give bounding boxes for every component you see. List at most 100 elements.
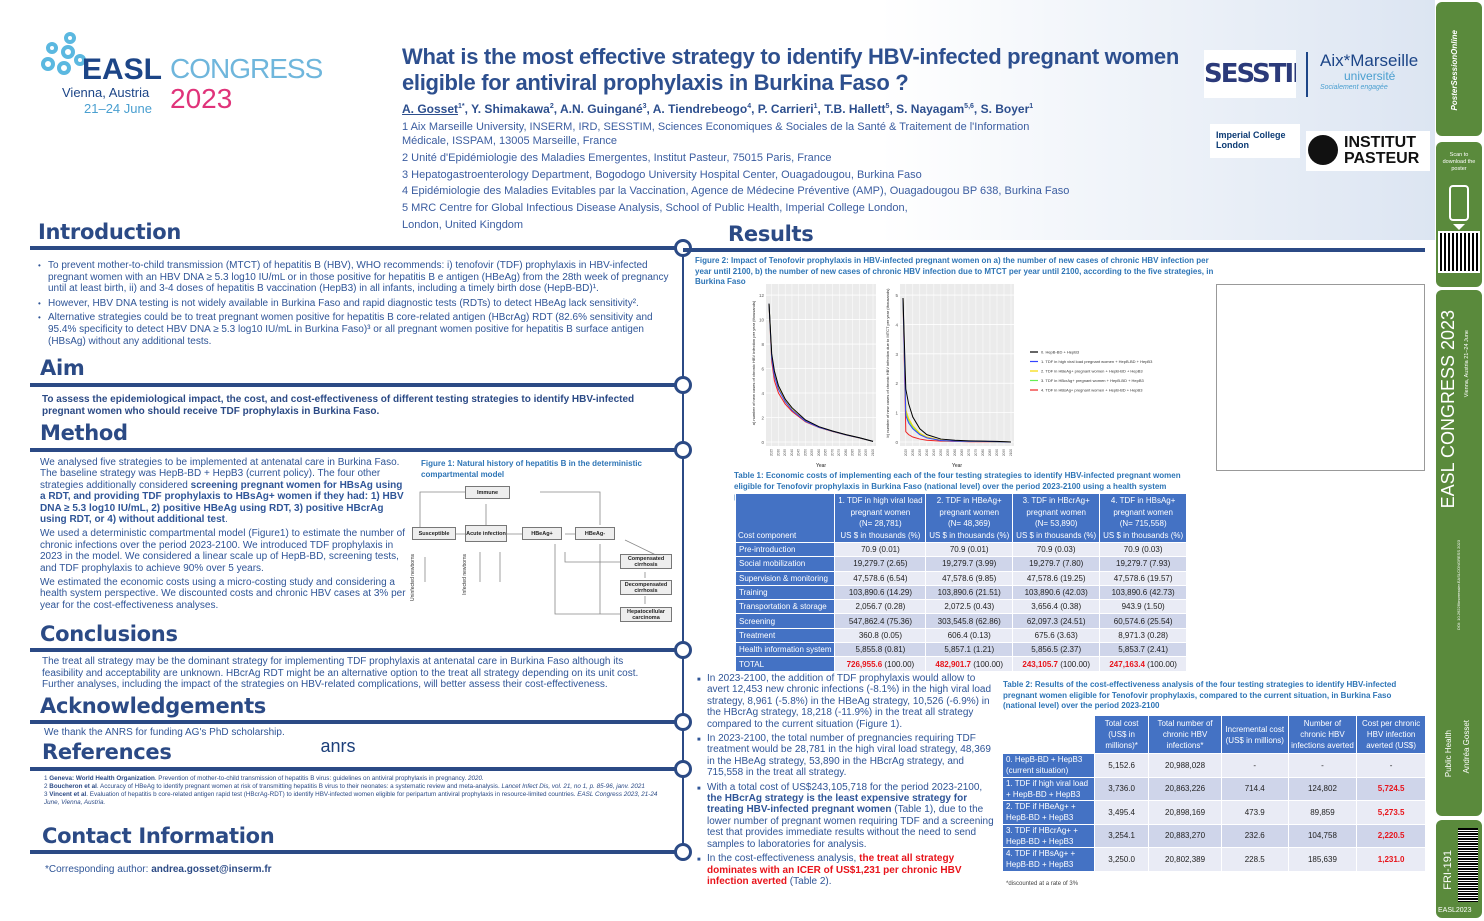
table-cell: 103,890.6 (42.03) bbox=[1012, 584, 1101, 601]
column-header: Cost component bbox=[734, 493, 836, 543]
method-p1-end: . bbox=[225, 514, 228, 526]
x-tick-label: 2085 bbox=[988, 449, 992, 456]
table-cell: 5,855.8 (0.81) bbox=[834, 642, 927, 658]
table-cell: 104,758 bbox=[1287, 823, 1358, 848]
row-label: 3. TDF if HBcrAg+ + HepB-BD + HepB3 bbox=[1002, 823, 1095, 848]
table-cell: 103,890.6 (14.29) bbox=[834, 584, 927, 601]
x-tick-label: 2065 bbox=[960, 449, 964, 456]
timeline-node bbox=[674, 843, 692, 861]
table-row: Social mobilization 19,279.7 (2.65) 19,279… bbox=[734, 556, 1187, 572]
easl-congress-logo: EASL CONGRESS 2023 Vienna, Austria 21–24… bbox=[40, 30, 340, 120]
method-heading: Method bbox=[40, 421, 128, 445]
x-tick-label: 2065 bbox=[824, 449, 828, 456]
table-cell: 5,853.7 (2.41) bbox=[1099, 642, 1187, 658]
contact-email-link[interactable]: andrea.gosset@inserm.fr bbox=[151, 864, 272, 875]
table-cell: 5,856.5 (2.37) bbox=[1012, 642, 1101, 658]
results-heading: Results bbox=[728, 222, 814, 246]
author-affiliation-number: 1 bbox=[1029, 103, 1034, 110]
plot-background bbox=[766, 284, 876, 446]
arrow-down-icon bbox=[1453, 224, 1465, 230]
acknowledgements-text: We thank the ANRS for funding AG's PhD s… bbox=[44, 727, 285, 738]
figure1-compartmental-model: Immune Susceptible Acute infection HBeAg… bbox=[410, 482, 685, 627]
legend-label: 4. TDF in HBsAg+ pregnant women + HepB-B… bbox=[1041, 388, 1143, 393]
table-cell: 2,072.5 (0.43) bbox=[925, 599, 1014, 615]
y-tick-label: 12 bbox=[759, 293, 765, 298]
amu-tagline: Socialement engagée bbox=[1320, 84, 1388, 91]
table-cell: 20,802,389 bbox=[1148, 847, 1222, 872]
label-uninfected-newborns: Uninfected newborns bbox=[410, 554, 416, 601]
introduction-heading: Introduction bbox=[38, 220, 182, 244]
table-cell: 3,495.4 bbox=[1093, 800, 1150, 825]
compartment-susceptible: Susceptible bbox=[412, 527, 456, 540]
introduction-text: To prevent mother-to-child transmission … bbox=[38, 260, 683, 350]
x-tick-label: 2060 bbox=[817, 449, 821, 456]
results-bullets: In 2023-2100, the addition of TDF prophy… bbox=[697, 673, 999, 890]
x-tick-label: 2045 bbox=[932, 449, 936, 456]
author-affiliation-number: 2 bbox=[549, 103, 554, 110]
table-header-row: Cost component 1. TDF in high viral load … bbox=[734, 493, 1187, 543]
affiliation-1: 1 Aix Marseille University, INSERM, IRD,… bbox=[402, 121, 1030, 133]
row-label: 1. TDF if high viral load + HepB-BD + He… bbox=[1002, 776, 1095, 801]
header-background bbox=[880, 0, 1435, 240]
x-tick-label: 2085 bbox=[851, 449, 855, 456]
reference-item: 3 Vincent et al. Evaluation of hepatitis… bbox=[44, 791, 658, 806]
row-label: Social mobilization bbox=[734, 556, 836, 572]
x-tick-label: 2035 bbox=[918, 449, 922, 456]
acknowledgements-heading: Acknowledgements bbox=[40, 694, 267, 718]
logo-dates: 21–24 June bbox=[84, 101, 152, 116]
method-p2: We used a deterministic compartmental mo… bbox=[40, 528, 405, 574]
table-row: 1. TDF if high viral load + HepB-BD + He… bbox=[1002, 776, 1426, 801]
series-line bbox=[902, 297, 1012, 443]
timeline-node bbox=[674, 376, 692, 394]
x-tick-label: 2035 bbox=[783, 449, 787, 456]
anrs-logo: anrs bbox=[320, 736, 356, 756]
download-poster-panel[interactable]: Scan to download the poster bbox=[1436, 142, 1482, 287]
table-cell: 60,574.6 (25.54) bbox=[1099, 613, 1187, 629]
y-tick-label: 1 bbox=[895, 411, 898, 416]
row-label: 0. HepB-BD + HepB3 (current situation) bbox=[1002, 753, 1095, 778]
scan-text: Scan to download the poster bbox=[1442, 152, 1476, 172]
sidebar-doi: DOI: 10.26226/morressier.EASLCONGRESS 20… bbox=[1456, 540, 1461, 631]
table-cell: 20,898,169 bbox=[1148, 800, 1222, 825]
phone-icon bbox=[1449, 185, 1469, 221]
author-affiliation-number: 1 bbox=[813, 103, 818, 110]
qr-code[interactable] bbox=[1438, 231, 1480, 273]
empty-corner bbox=[1002, 715, 1095, 754]
table-cell: 1,231.0 bbox=[1356, 847, 1426, 872]
timeline-node bbox=[674, 713, 692, 731]
contact-heading: Contact Information bbox=[42, 824, 275, 848]
bullet-part: (Table 2). bbox=[787, 875, 832, 887]
sesstim-logo: SESSTIM bbox=[1204, 50, 1296, 98]
table-cell: 19,279.7 (3.99) bbox=[925, 556, 1014, 572]
poster-id-panel: FRI-191 EASL2023 bbox=[1436, 820, 1482, 918]
author-affiliation-number: 4 bbox=[747, 103, 752, 110]
y-tick-label: 2 bbox=[895, 381, 898, 386]
sidebar-easl-congress: EASL CONGRESS 2023 bbox=[1438, 310, 1458, 509]
introduction-divider bbox=[30, 246, 683, 250]
table-cell: 47,578.6 (19.57) bbox=[1099, 570, 1187, 586]
x-tick-label: 2095 bbox=[1002, 449, 1006, 456]
affiliation-1b: Médicale, ISSPAM, 13005 Marseille, Franc… bbox=[402, 135, 617, 147]
x-tick-label: 2025 bbox=[770, 449, 774, 456]
table-cell: 47,578.6 (19.25) bbox=[1012, 570, 1101, 586]
table-cell: 5,724.5 bbox=[1356, 776, 1426, 801]
legend-label: 1. TDF in high viral load pregnant women… bbox=[1041, 359, 1153, 364]
poster-session-online-panel[interactable]: PosterSessionOnline bbox=[1436, 2, 1482, 136]
table-row: 2. TDF if HBeAg+ + HepB-BD + HepB3 3,495.… bbox=[1002, 800, 1426, 825]
method-p3: We estimated the economic costs using a … bbox=[40, 577, 406, 611]
label-infected-newborns: Infected newborns bbox=[462, 554, 468, 595]
table-row: Transportation & storage 2,056.7 (0.28) 2,… bbox=[734, 599, 1187, 615]
x-tick-label: 2090 bbox=[995, 449, 999, 456]
legend-label: 2. TDF in HBeAg+ pregnant women + HepB-B… bbox=[1041, 369, 1143, 374]
poster-session-logo: PosterSessionOnline bbox=[1450, 30, 1459, 111]
table-header-row: Total cost (US$ in millions)* Total numbe… bbox=[1002, 715, 1426, 754]
y-tick-label: 2 bbox=[761, 416, 764, 421]
column-header: Total number of chronic HBV infections* bbox=[1148, 715, 1222, 754]
table-cell: 547,862.4 (75.36) bbox=[834, 613, 927, 629]
reference-item: 2 Boucheron et al. Accuracy of HBeAg to … bbox=[44, 783, 645, 790]
table-cell: - bbox=[1220, 753, 1289, 778]
table-cell: 943.9 (1.50) bbox=[1099, 599, 1187, 615]
row-label: 4. TDF if HBsAg+ + HepB-BD + HepB3 bbox=[1002, 847, 1095, 872]
table-cell: 714.4 bbox=[1220, 776, 1289, 801]
